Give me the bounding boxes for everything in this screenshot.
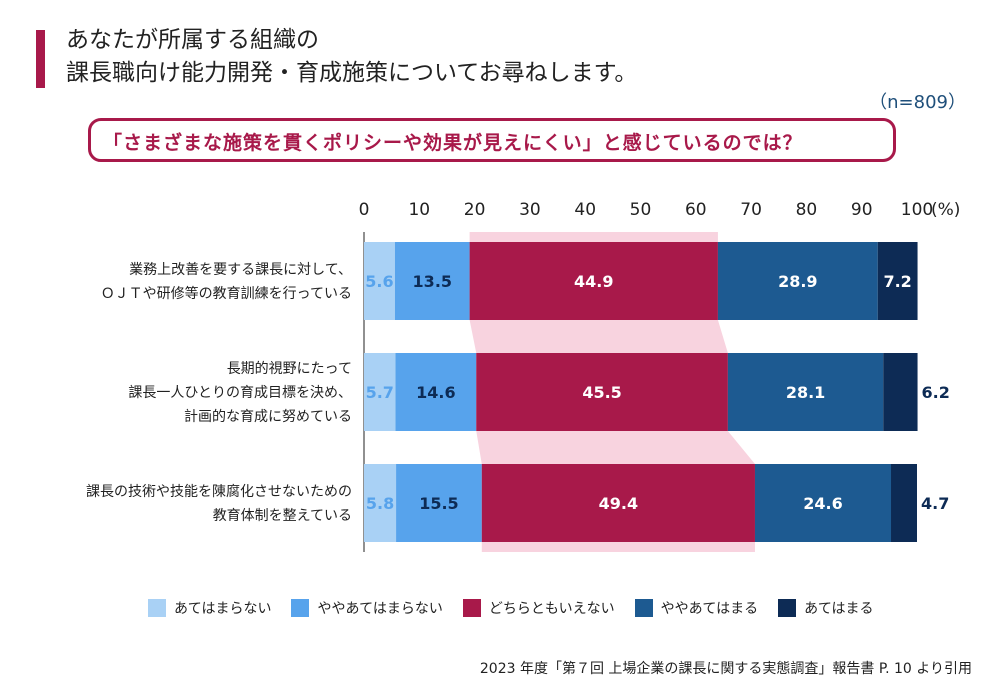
source-note: 2023 年度「第７回 上場企業の課長に関する実態調査」報告書 P. 10 より…: [479, 661, 972, 677]
x-axis-unit: (%): [931, 200, 960, 220]
bar-value-label: 44.9: [574, 272, 613, 291]
bar-segment: [394, 242, 470, 320]
legend-item: あてはまらない: [148, 598, 271, 618]
x-tick-label: 50: [630, 200, 652, 220]
category-label: 課長一人ひとりの育成目標を決め、: [128, 385, 352, 401]
category-label: 長期的視野にたって: [227, 361, 352, 377]
bar-value-label: 15.5: [419, 494, 458, 513]
category-label: 課長の技術や技能を陳腐化させないための: [86, 483, 352, 500]
title-line-1: あなたが所属する組織の: [66, 27, 319, 53]
bar-value-label: 4.7: [921, 494, 949, 513]
bar-value-label: 5.7: [366, 383, 394, 402]
x-tick-label: 30: [519, 200, 541, 220]
bar-value-label: 24.6: [803, 494, 842, 513]
bar-segment: [481, 464, 755, 542]
legend-swatch: [778, 599, 797, 617]
bar-value-label: 6.2: [922, 383, 950, 402]
x-tick-label: 70: [740, 200, 762, 220]
legend-swatch: [291, 599, 310, 617]
legend-swatch: [634, 599, 653, 617]
page-title: あなたが所属する組織の 課長職向け能力開発・育成施策についてお尋ねします。: [66, 24, 637, 90]
legend-label: あてはまらない: [174, 601, 272, 617]
bar-segment: [891, 464, 917, 542]
legend-item: ややあてはまる: [634, 598, 759, 618]
bar-value-label: 5.6: [365, 272, 393, 291]
bar-value-label: 49.4: [599, 494, 638, 513]
x-tick-label: 100: [901, 200, 933, 220]
bar-segment: [364, 242, 395, 320]
legend-label: あてはまる: [804, 601, 874, 617]
legend-label: どちらともいえない: [488, 601, 615, 617]
bar-segment: [395, 353, 477, 431]
legend-item: あてはまる: [778, 598, 874, 618]
category-label: ＯＪＴや研修等の教育訓練を行っている: [101, 285, 352, 302]
bar-value-label: 28.1: [786, 383, 825, 402]
category-label: 計画的な育成に努めている: [184, 409, 352, 425]
bar-segment: [883, 353, 918, 431]
sample-size-label: （n=809）: [869, 92, 966, 113]
bar-segment: [727, 353, 884, 431]
bar-segment: [396, 464, 482, 542]
bar-segment: [877, 242, 918, 320]
bar-value-label: 14.6: [416, 383, 455, 402]
chart-legend: あてはまらない ややあてはまらない どちらともいえない ややあてはまる あてはまる: [148, 598, 874, 618]
bar-segment: [754, 464, 892, 542]
bar-segment: [364, 353, 396, 431]
x-tick-label: 0: [359, 200, 370, 220]
x-tick-label: 90: [851, 200, 873, 220]
callout-box: 「さまざまな施策を貫くポリシーや効果が見えにくい」と感じているのでは？: [88, 118, 896, 162]
bar-value-label: 7.2: [883, 272, 911, 291]
legend-item: どちらともいえない: [462, 598, 615, 618]
x-tick-label: 40: [574, 200, 596, 220]
legend-swatch: [148, 599, 166, 617]
x-tick-label: 80: [796, 200, 818, 220]
title-accent-bar: [36, 30, 45, 88]
x-tick-label: 20: [464, 200, 486, 220]
bar-segment: [364, 464, 397, 542]
bar-value-label: 45.5: [582, 383, 621, 402]
bar-value-label: 13.5: [413, 272, 452, 291]
legend-label: ややあてはまる: [660, 601, 759, 617]
category-label: 教育体制を整えている: [213, 508, 352, 524]
bar-segment: [717, 242, 878, 320]
bar-value-label: 28.9: [778, 272, 817, 291]
bar-segment: [476, 353, 728, 431]
x-tick-label: 10: [408, 200, 430, 220]
category-label: 業務上改善を要する課長に対して、: [129, 262, 352, 278]
legend-item: ややあてはまらない: [291, 598, 443, 618]
title-line-2: 課長職向け能力開発・育成施策についてお尋ねします。: [66, 60, 638, 86]
x-tick-label: 60: [685, 200, 707, 220]
callout-text: 「さまざまな施策を貫くポリシーや効果が見えにくい」と感じているのでは？: [103, 132, 803, 154]
bar-value-label: 5.8: [366, 494, 394, 513]
bar-segment: [469, 242, 718, 320]
legend-label: ややあてはまらない: [317, 601, 443, 617]
legend-swatch: [462, 599, 481, 617]
